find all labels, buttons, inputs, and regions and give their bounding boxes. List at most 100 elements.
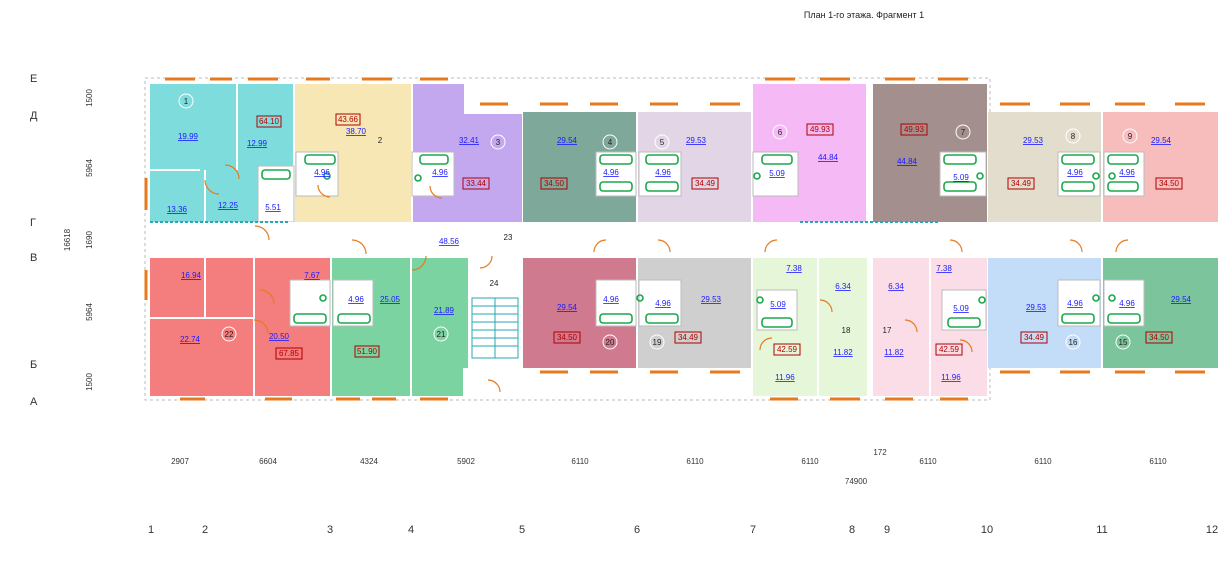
- door-icon: [1115, 239, 1129, 253]
- column-axis-label: 2: [202, 524, 208, 536]
- boxed-totals: 64.10 43.66 33.44 34.50 34.49 49.93 49.9…: [256, 113, 1183, 360]
- room-fill: [331, 258, 411, 396]
- row-axis-label: Г: [30, 217, 36, 229]
- svg-text:15: 15: [1119, 338, 1128, 347]
- svg-text:7: 7: [961, 128, 966, 137]
- bathtub-icon: [337, 313, 371, 324]
- column-dimension: 5902: [457, 457, 475, 466]
- total-label: 64.10: [256, 115, 282, 128]
- interior-walls: [150, 84, 1103, 396]
- doors: [204, 164, 1129, 393]
- bathroom-block: [295, 151, 339, 197]
- room-number: 18: [842, 326, 851, 335]
- area-label: 19.99: [178, 132, 199, 141]
- row-dimension: 16618: [63, 228, 72, 251]
- room-number: 3: [490, 134, 506, 150]
- column-axis: 1 2 3 4 5 6 7 8 9 10 11 12: [148, 524, 1218, 536]
- area-label: 11.96: [941, 373, 961, 382]
- door-icon: [204, 179, 220, 195]
- svg-text:6: 6: [778, 128, 783, 137]
- door-icon: [429, 185, 443, 199]
- room-number: 5: [654, 134, 670, 150]
- area-label: 5.51: [265, 203, 281, 212]
- area-label: 4.96: [348, 295, 364, 304]
- sanitary-fixtures: [261, 154, 1141, 328]
- svg-text:2: 2: [378, 136, 383, 145]
- row-dimension: 1500: [85, 89, 94, 107]
- door-icon: [949, 239, 963, 253]
- total-label: 34.49: [1007, 177, 1035, 190]
- column-dimension: 6110: [919, 457, 937, 466]
- svg-text:20: 20: [606, 338, 615, 347]
- room-number: 20: [602, 334, 618, 350]
- door-icon: [1069, 239, 1083, 253]
- room-fill: [412, 84, 464, 114]
- door-icon: [819, 299, 833, 313]
- total-label: 33.44: [462, 177, 490, 190]
- sink-icon: [1092, 172, 1100, 180]
- room-number: 22: [221, 326, 237, 342]
- bathroom-block: [257, 165, 295, 223]
- area-label: 29.54: [557, 136, 578, 145]
- room-number: 8: [1065, 128, 1081, 144]
- area-label: 7.38: [936, 264, 952, 273]
- sink-icon: [753, 172, 761, 180]
- bathroom-block: [941, 289, 987, 331]
- area-label: 32.41: [459, 136, 480, 145]
- row-axis-label: Е: [30, 73, 37, 85]
- sink-icon: [756, 296, 764, 304]
- area-label: 29.53: [1026, 303, 1047, 312]
- area-label: 4.96: [1067, 168, 1083, 177]
- svg-text:4: 4: [608, 138, 613, 147]
- bathroom-block: [595, 151, 637, 197]
- column-axis-label: 1: [148, 524, 154, 536]
- row-axis-label: А: [30, 396, 38, 408]
- sink-icon: [636, 294, 644, 302]
- row-dimensions: 1500 5964 16618 1690 5964 1500: [63, 89, 94, 391]
- svg-text:1: 1: [184, 97, 189, 106]
- svg-text:34.50: 34.50: [544, 179, 565, 188]
- door-icon: [593, 239, 607, 253]
- door-icon: [253, 319, 269, 335]
- door-icon: [351, 239, 367, 255]
- bathtub-icon: [1107, 313, 1141, 324]
- area-label: 4.96: [655, 168, 671, 177]
- svg-text:67.85: 67.85: [279, 349, 300, 358]
- staircase: [471, 297, 519, 359]
- area-label: 38.70: [346, 127, 367, 136]
- area-label: 20.50: [269, 332, 290, 341]
- svg-text:43.66: 43.66: [338, 115, 359, 124]
- svg-text:34.49: 34.49: [678, 333, 699, 342]
- room-number: 1: [178, 93, 194, 109]
- area-label: 4.96: [1067, 299, 1083, 308]
- total-label: 49.93: [806, 123, 834, 136]
- svg-text:34.49: 34.49: [695, 179, 716, 188]
- total-label: 34.49: [691, 177, 719, 190]
- area-label: 4.96: [1119, 168, 1135, 177]
- total-label: 42.59: [935, 343, 963, 356]
- area-label: 29.53: [686, 136, 707, 145]
- column-axis-label: 4: [408, 524, 414, 536]
- svg-text:9: 9: [1128, 132, 1133, 141]
- bathtub-icon: [304, 154, 336, 165]
- area-label: 4.96: [603, 295, 619, 304]
- area-label: 5.09: [769, 169, 785, 178]
- row-dimension: 5964: [85, 159, 94, 177]
- bathroom-block: [289, 279, 331, 327]
- column-dimension: 6604: [259, 457, 277, 466]
- total-label: 42.59: [773, 343, 801, 356]
- plan-title: План 1-го этажа. Фрагмент 1: [804, 10, 924, 20]
- bathtub-icon: [645, 181, 679, 192]
- room-number: 7: [955, 124, 971, 140]
- column-axis-label: 11: [1096, 524, 1107, 536]
- door-icon: [411, 255, 427, 271]
- area-label: 29.54: [1171, 295, 1192, 304]
- column-dimension: 6110: [686, 457, 704, 466]
- room-fill: [411, 368, 463, 396]
- area-label: 7.67: [304, 271, 320, 280]
- room-number: 6: [772, 124, 788, 140]
- svg-text:16: 16: [1069, 338, 1078, 347]
- bathtub-icon: [943, 181, 977, 192]
- svg-text:33.44: 33.44: [466, 179, 487, 188]
